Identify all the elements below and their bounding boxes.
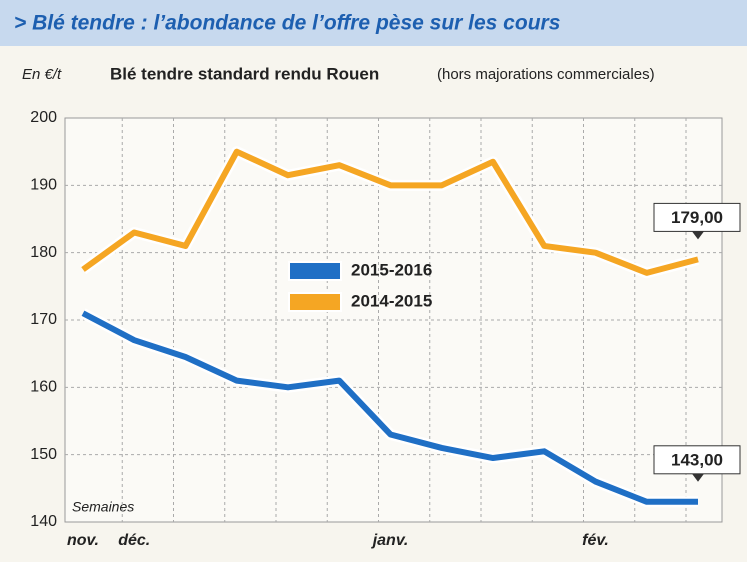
value-label-box [653, 445, 741, 475]
value-label: 143,00 [671, 450, 723, 469]
x-tick-label: nov. [67, 532, 99, 549]
line [81, 310, 698, 505]
legend-swatch [288, 292, 342, 312]
header-band [0, 0, 747, 46]
y-tick-label: 190 [30, 177, 57, 194]
x-tick-label: déc. [118, 532, 150, 549]
x-tick-label: fév. [582, 532, 609, 549]
y-tick-label: 160 [30, 379, 57, 396]
subtitle: Blé tendre standard rendu Rouen [110, 64, 379, 83]
line [81, 148, 699, 276]
subtitle-note: (hors majorations commerciales) [437, 66, 655, 83]
y-tick-label: 200 [30, 109, 57, 126]
x-tick-label: janv. [371, 532, 409, 549]
value-label: 179,00 [671, 208, 723, 227]
value-label-pointer [692, 231, 704, 240]
unit-label: En €/t [22, 66, 62, 83]
y-tick-label: 140 [30, 513, 57, 530]
legend-label: 2014-2015 [351, 291, 432, 310]
x-axis-label: Semaines [72, 499, 134, 515]
value-label-box [653, 202, 741, 232]
value-label-pointer [692, 473, 704, 482]
legend-swatch [288, 261, 342, 281]
legend-label: 2015-2016 [351, 260, 432, 279]
y-tick-label: 180 [30, 244, 57, 261]
y-tick-label: 150 [30, 446, 57, 463]
y-tick-label: 170 [30, 311, 57, 328]
chart-title: > Blé tendre : l’abondance de l’offre pè… [14, 12, 560, 35]
